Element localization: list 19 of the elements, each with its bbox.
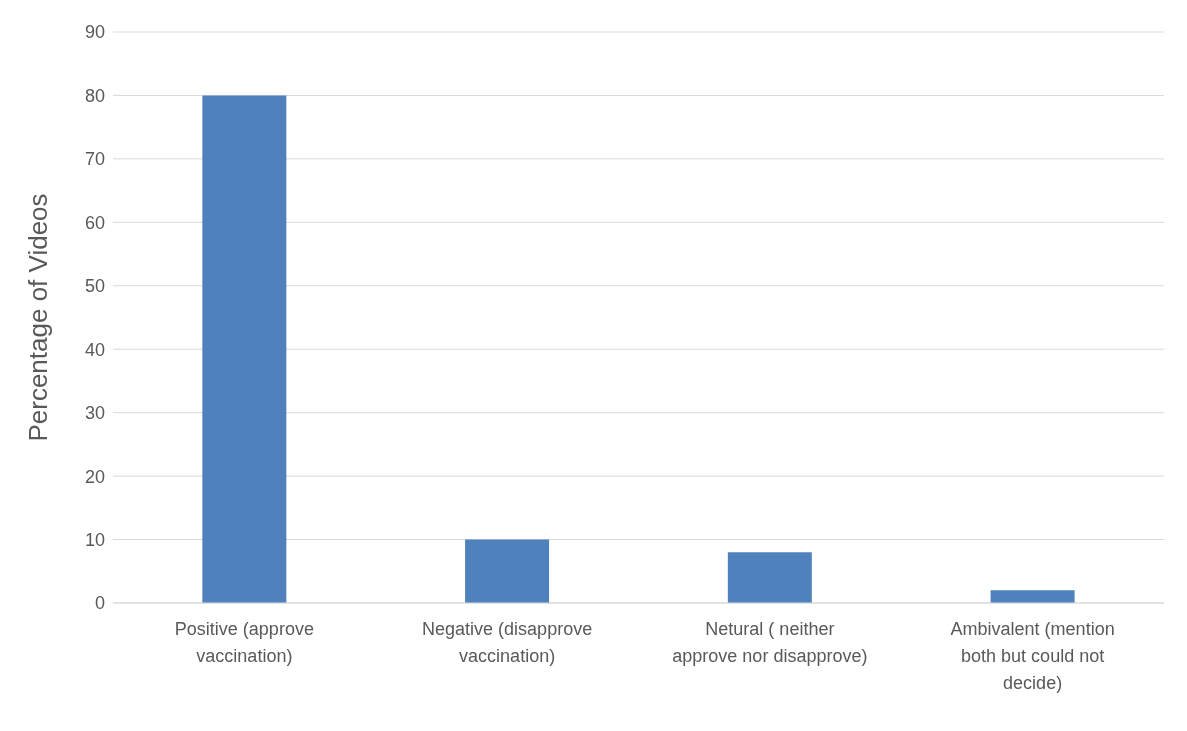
x-tick-label: Positive (approve vaccination) [174, 619, 314, 666]
y-tick-label: 40 [84, 339, 105, 360]
y-tick-label: 80 [84, 85, 105, 106]
x-tick-label: Ambivalent (mention both but could not decide) [950, 619, 1115, 693]
y-tick-label: 0 [94, 593, 105, 614]
bar [990, 590, 1075, 603]
y-tick-label: 90 [84, 22, 105, 43]
x-tick-label: Netural ( neither approve nor disapprove) [672, 619, 868, 666]
y-tick-label: 70 [84, 149, 105, 170]
bar [202, 95, 287, 603]
y-tick-label: 50 [84, 276, 105, 297]
x-tick-label: Negative (disapprove vaccination) [422, 619, 593, 666]
y-tick-label: 20 [84, 466, 105, 487]
bar [727, 552, 812, 603]
y-tick-label: 30 [84, 403, 105, 424]
bar [465, 539, 550, 603]
y-axis-title: Percentage of Videos [23, 193, 54, 442]
y-tick-label: 10 [84, 529, 105, 550]
y-tick-label: 60 [84, 212, 105, 233]
